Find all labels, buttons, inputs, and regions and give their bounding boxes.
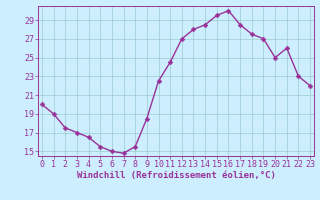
X-axis label: Windchill (Refroidissement éolien,°C): Windchill (Refroidissement éolien,°C) — [76, 171, 276, 180]
